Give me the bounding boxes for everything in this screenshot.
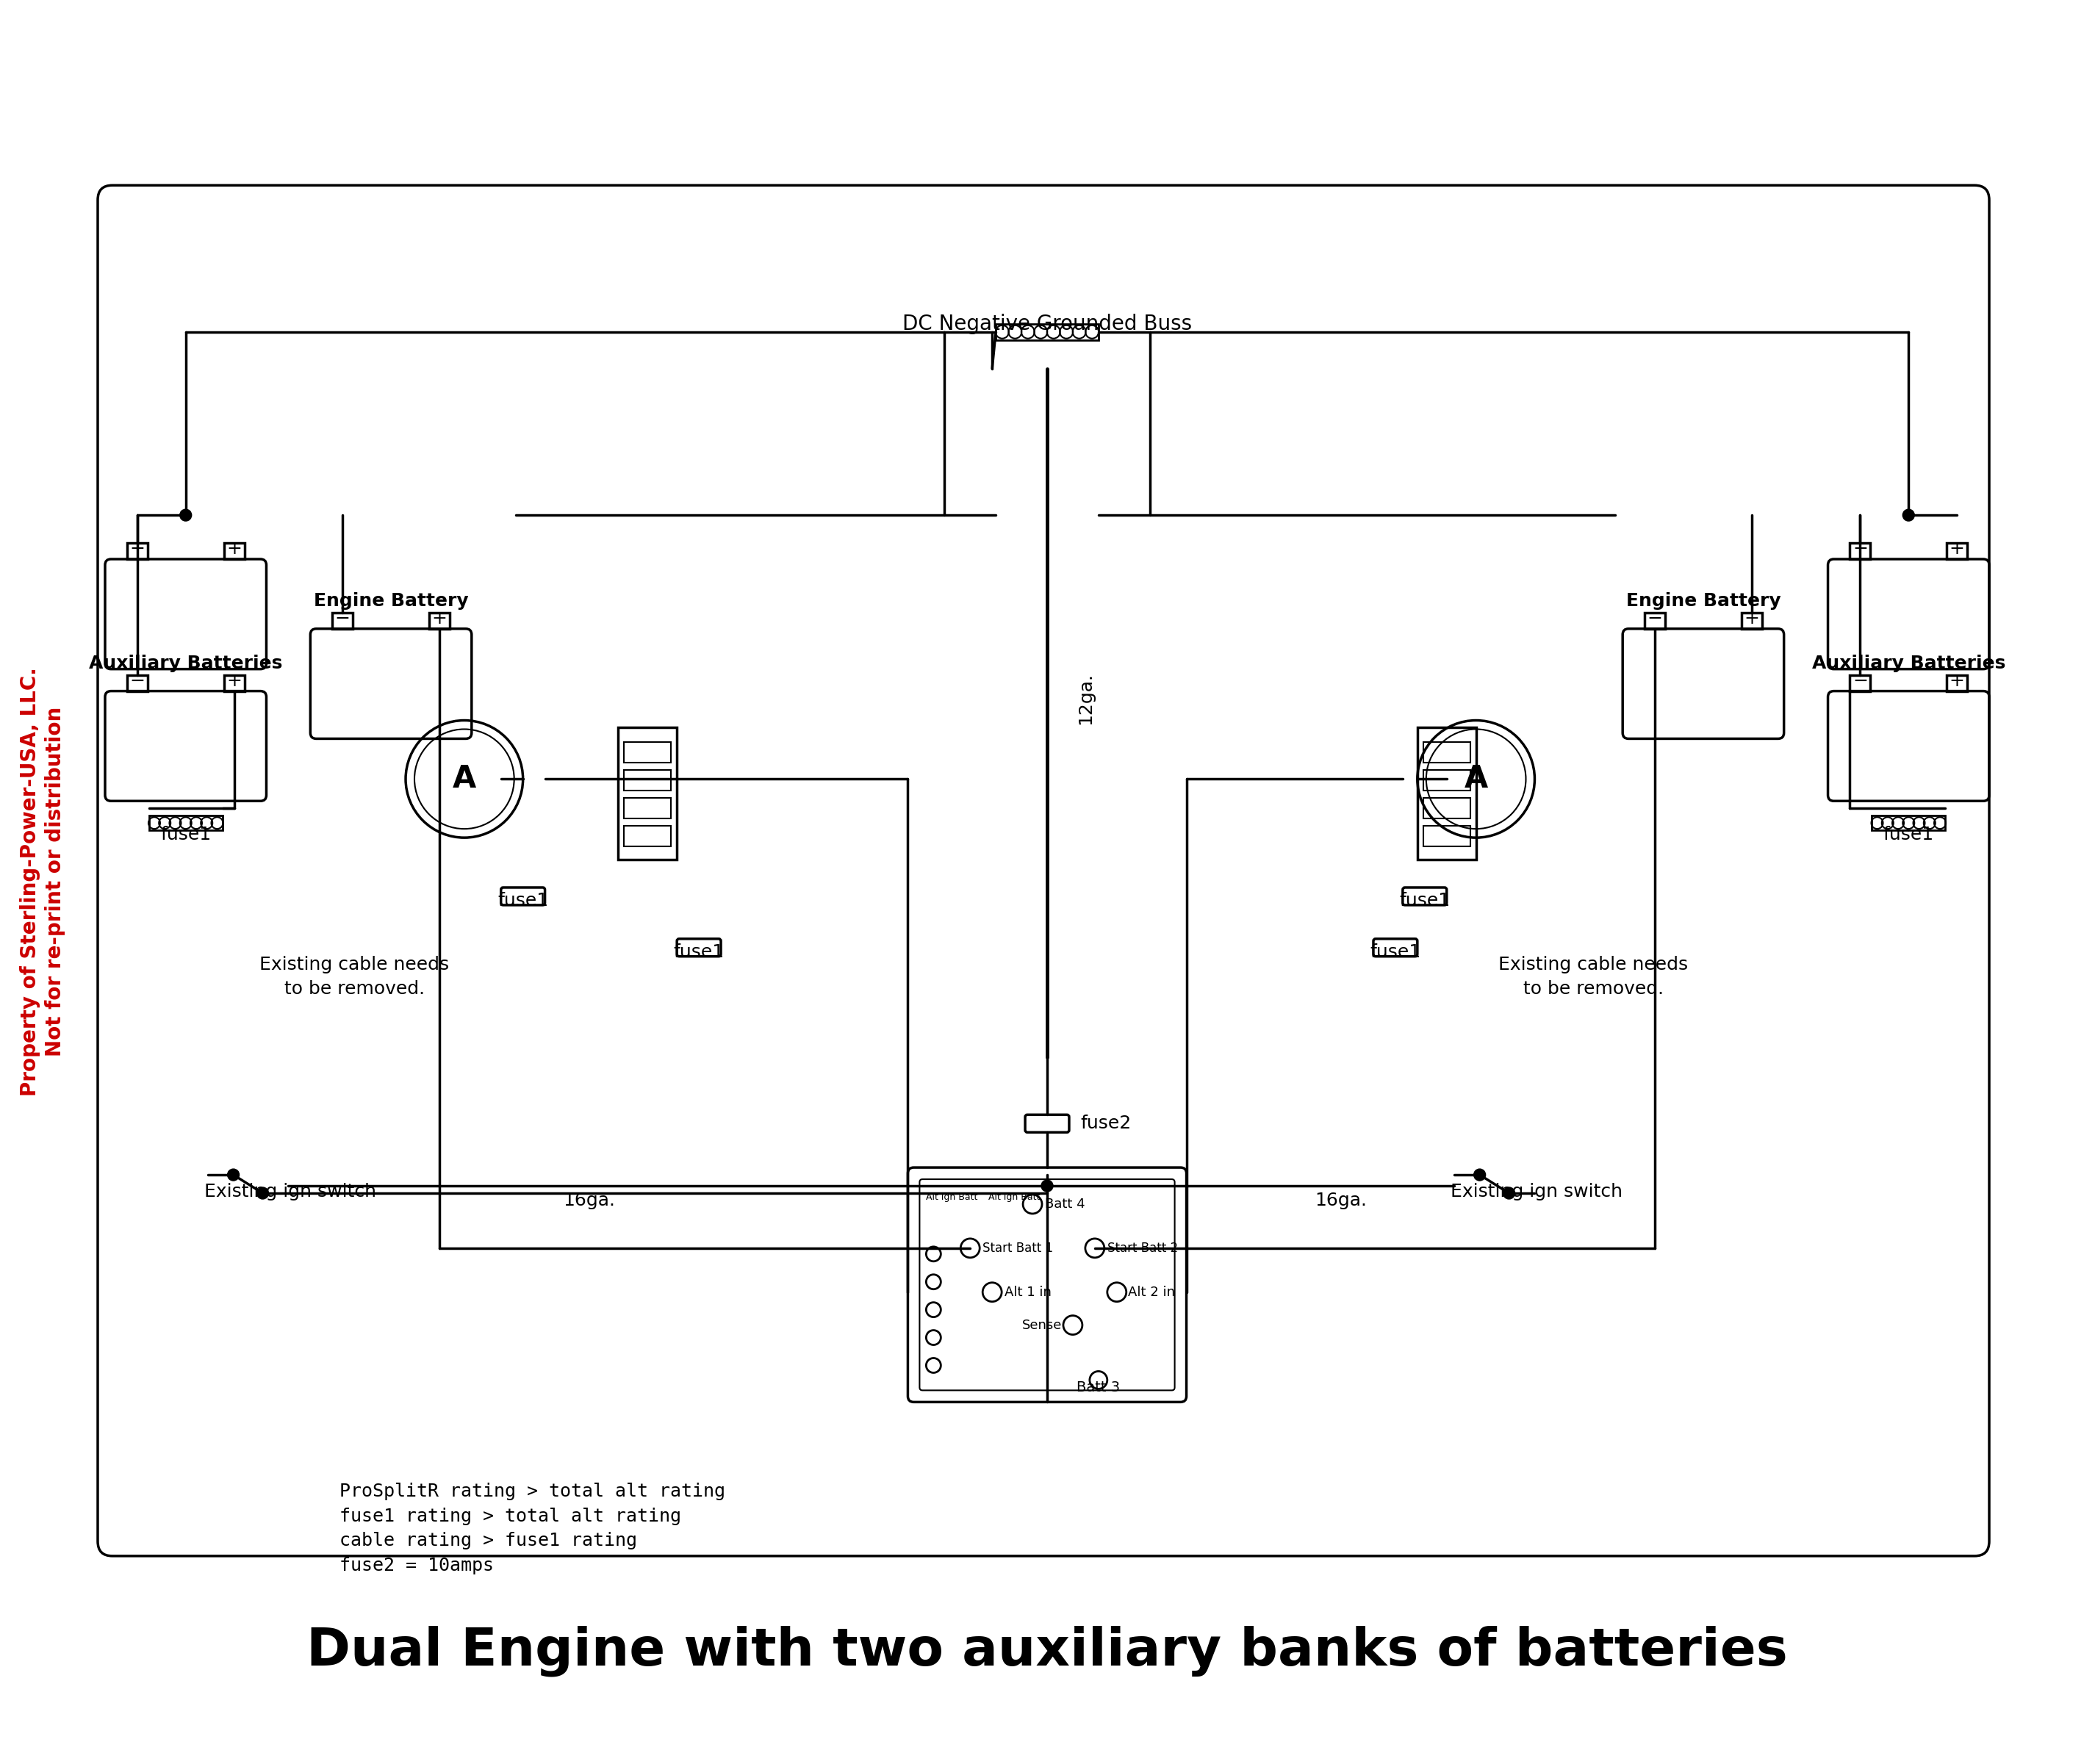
- Bar: [224, 543, 245, 559]
- Text: 16ga.: 16ga.: [564, 1192, 616, 1210]
- Bar: [333, 612, 352, 628]
- Circle shape: [1502, 1187, 1515, 1200]
- Circle shape: [258, 1187, 268, 1200]
- Circle shape: [180, 510, 191, 520]
- Text: Alt 2 in: Alt 2 in: [1127, 1286, 1175, 1298]
- Text: Existing ign switch: Existing ign switch: [203, 1184, 375, 1201]
- Bar: [624, 797, 670, 818]
- Text: 16ga.: 16ga.: [1316, 1192, 1366, 1210]
- Text: Not for re-print or distribution: Not for re-print or distribution: [44, 707, 65, 1057]
- Bar: [1850, 543, 1871, 559]
- Text: fuse1: fuse1: [497, 893, 549, 910]
- Bar: [995, 325, 1098, 340]
- Text: Batt 4: Batt 4: [1045, 1198, 1085, 1210]
- Text: fuse1: fuse1: [161, 826, 212, 843]
- Bar: [1946, 676, 1967, 691]
- Text: A: A: [453, 764, 476, 794]
- Text: Engine Battery: Engine Battery: [1626, 593, 1781, 610]
- Bar: [1946, 543, 1967, 559]
- Text: Auxiliary Batteries: Auxiliary Batteries: [1812, 654, 2005, 672]
- Text: −: −: [130, 540, 145, 557]
- Text: Existing ign switch: Existing ign switch: [1450, 1184, 1622, 1201]
- Text: fuse1: fuse1: [672, 944, 725, 961]
- Text: fuse1: fuse1: [1883, 826, 1934, 843]
- Text: 12ga.: 12ga.: [1077, 672, 1094, 725]
- Text: −: −: [335, 610, 350, 628]
- Circle shape: [1902, 510, 1915, 520]
- Bar: [1423, 743, 1471, 762]
- Text: +: +: [1948, 672, 1965, 690]
- Bar: [618, 729, 677, 859]
- Bar: [624, 771, 670, 790]
- Text: DC Negative Grounded Buss: DC Negative Grounded Buss: [903, 314, 1192, 333]
- Text: −: −: [1852, 540, 1869, 557]
- Text: Sense: Sense: [1022, 1318, 1062, 1332]
- Text: ProSplitR rating > total alt rating
fuse1 rating > total alt rating
cable rating: ProSplitR rating > total alt rating fuse…: [339, 1484, 725, 1573]
- Text: Start Batt 2: Start Batt 2: [1108, 1242, 1177, 1254]
- Bar: [624, 743, 670, 762]
- Circle shape: [1473, 1170, 1485, 1180]
- Text: Engine Battery: Engine Battery: [314, 593, 469, 610]
- Bar: [1423, 826, 1471, 847]
- Text: A: A: [1464, 764, 1487, 794]
- Bar: [1423, 797, 1471, 818]
- Bar: [149, 815, 222, 831]
- Text: −: −: [1852, 672, 1869, 690]
- Text: Property of Sterling-Power-USA, LLC.: Property of Sterling-Power-USA, LLC.: [21, 667, 40, 1095]
- Text: fuse1: fuse1: [1370, 944, 1420, 961]
- Text: +: +: [226, 540, 241, 557]
- Text: Alt ign Batt: Alt ign Batt: [926, 1192, 978, 1201]
- Bar: [128, 543, 147, 559]
- Text: +: +: [1743, 610, 1760, 628]
- Bar: [1645, 612, 1666, 628]
- Bar: [1741, 612, 1762, 628]
- Text: Alt 1 in: Alt 1 in: [1006, 1286, 1052, 1298]
- Text: fuse2: fuse2: [1081, 1115, 1131, 1132]
- Bar: [1418, 729, 1477, 859]
- Text: Existing cable needs
to be removed.: Existing cable needs to be removed.: [260, 956, 448, 998]
- Bar: [1423, 771, 1471, 790]
- Text: fuse1: fuse1: [1399, 893, 1450, 910]
- Text: Existing cable needs
to be removed.: Existing cable needs to be removed.: [1498, 956, 1689, 998]
- Bar: [224, 676, 245, 691]
- Text: Auxiliary Batteries: Auxiliary Batteries: [88, 654, 283, 672]
- Bar: [1850, 676, 1871, 691]
- Text: +: +: [1948, 540, 1965, 557]
- Text: −: −: [130, 672, 145, 690]
- Text: +: +: [432, 610, 446, 628]
- Bar: [1873, 815, 1946, 831]
- Bar: [128, 676, 147, 691]
- Text: Batt 3: Batt 3: [1077, 1381, 1121, 1395]
- Text: Alt ign Batt: Alt ign Batt: [989, 1192, 1041, 1201]
- Text: −: −: [1647, 610, 1663, 628]
- Bar: [429, 612, 450, 628]
- Bar: [624, 826, 670, 847]
- Circle shape: [228, 1170, 239, 1180]
- Text: Start Batt 1: Start Batt 1: [983, 1242, 1054, 1254]
- Text: Dual Engine with two auxiliary banks of batteries: Dual Engine with two auxiliary banks of …: [306, 1626, 1787, 1678]
- Text: +: +: [226, 672, 241, 690]
- Circle shape: [1041, 1180, 1054, 1192]
